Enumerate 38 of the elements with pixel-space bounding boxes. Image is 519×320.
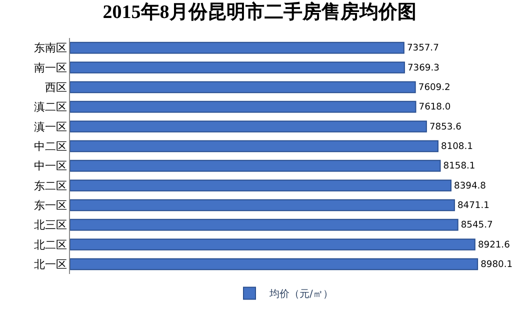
bar [70, 258, 478, 270]
bar [70, 199, 455, 212]
y-tick-label: 东二区 [34, 179, 67, 192]
y-tick-label: 中二区 [34, 140, 67, 154]
chart-title: 2015年8月份昆明市二手房售房均价图 [102, 1, 416, 24]
y-tick-label: 北三区 [34, 218, 67, 232]
data-label: 7618.0 [418, 102, 451, 113]
data-label: 8394.8 [454, 181, 486, 192]
y-tick-label: 北二区 [34, 238, 67, 252]
data-label: 7609.2 [418, 83, 450, 94]
bar [70, 62, 405, 74]
data-label: 8545.7 [460, 220, 493, 231]
data-label: 7853.6 [429, 122, 462, 132]
bar [70, 180, 452, 192]
bar [70, 160, 441, 172]
y-tick-label: 南一区 [34, 61, 67, 74]
y-tick-label: 中一区 [34, 160, 67, 173]
bar [70, 218, 458, 231]
data-label: 8921.6 [478, 240, 510, 250]
legend-label: 均价（元/㎡） [268, 288, 333, 300]
y-tick-label: 西区 [44, 81, 67, 94]
data-label: 8471.1 [458, 201, 490, 212]
bar [70, 81, 416, 94]
y-tick-label: 北一区 [34, 258, 67, 272]
data-label: 8108.1 [441, 142, 473, 152]
y-tick-label: 滇二区 [34, 100, 67, 114]
bar [70, 238, 476, 250]
y-tick-label: 东一区 [34, 199, 67, 212]
bar [70, 42, 404, 54]
data-label: 8158.1 [443, 162, 476, 172]
y-tick-label: 东南区 [34, 42, 67, 55]
bar [70, 100, 416, 113]
data-label: 7357.7 [406, 44, 440, 54]
bar [70, 140, 438, 152]
data-label: 8980.1 [480, 260, 513, 270]
data-label: 7369.3 [408, 63, 440, 74]
y-tick-label: 滇一区 [34, 120, 67, 134]
bar [70, 120, 427, 132]
